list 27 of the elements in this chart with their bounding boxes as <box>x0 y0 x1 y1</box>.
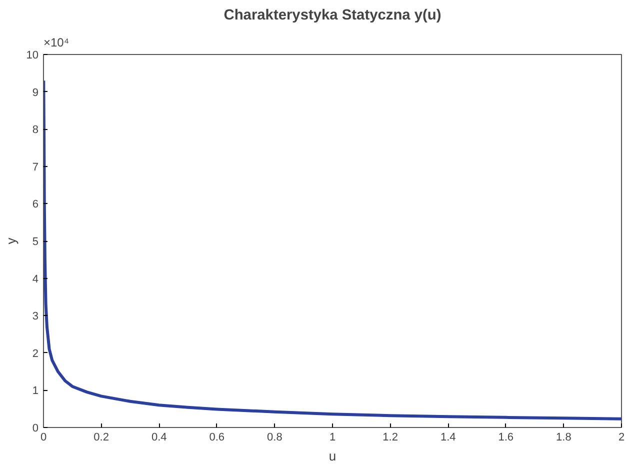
y-tick-label: 10 <box>26 50 39 62</box>
y-tick-label: 2 <box>32 348 39 360</box>
x-tick-label: 1 <box>329 432 336 444</box>
line-series <box>44 79 622 420</box>
y-tick-label: 1 <box>32 385 39 398</box>
y-tick-label: 5 <box>32 236 39 248</box>
x-tick-label: 1.8 <box>556 432 572 444</box>
x-tick-label: 0 <box>40 432 47 444</box>
y-tick-label: 7 <box>32 161 39 174</box>
x-tick-label: 0.4 <box>151 432 167 444</box>
x-tick-label: 1.4 <box>440 432 456 444</box>
y-tick-label: 3 <box>32 310 39 323</box>
x-tick-label: 0.6 <box>209 432 225 444</box>
text: ×10⁴ <box>44 36 70 50</box>
x-tick-label: 0.8 <box>267 432 282 444</box>
y-axis-title: y <box>3 237 18 244</box>
y-tick-label: 6 <box>32 198 39 211</box>
y-tick-label: 9 <box>32 86 39 99</box>
y-tick-label: 8 <box>32 124 39 136</box>
x-axis-title: u <box>328 448 336 464</box>
y-tick-label: 4 <box>32 273 39 286</box>
chart-title: Charakterystyka Statyczna y(u) <box>224 8 442 24</box>
x-tick-label: 1.6 <box>498 432 514 444</box>
y-tick-label: 0 <box>32 422 39 434</box>
x-tick-label: 2 <box>618 432 625 444</box>
x-tick-label: 0.2 <box>94 432 109 444</box>
x-tick-label: 1.2 <box>382 432 398 444</box>
